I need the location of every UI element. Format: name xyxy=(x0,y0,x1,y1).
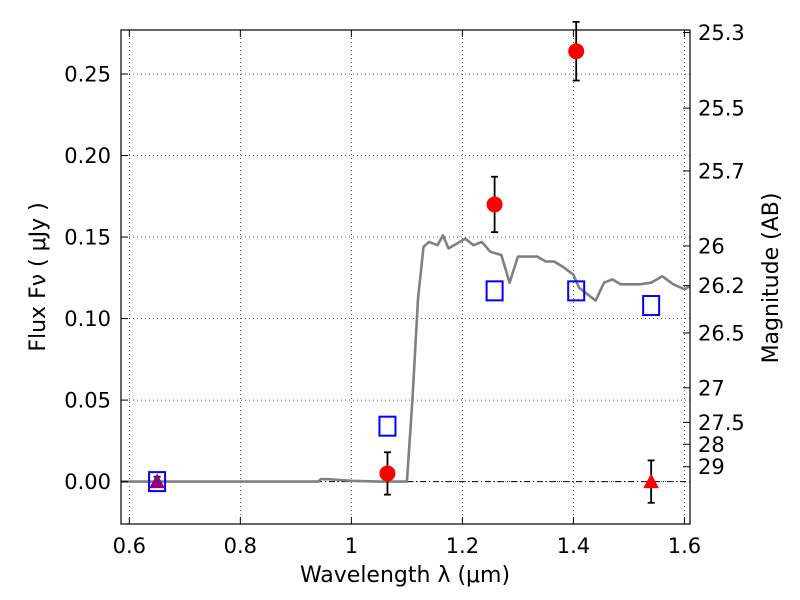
mag-tick-label: 25.3 xyxy=(698,21,745,45)
upper-limit-point xyxy=(149,473,165,489)
x-tick-label: 0.8 xyxy=(224,534,257,558)
y-axis-label: Flux Fν ( μJy ) xyxy=(26,202,51,351)
x-tick-label: 0.6 xyxy=(113,534,146,558)
mag-tick-label: 25.5 xyxy=(698,97,745,121)
model-photometry-point xyxy=(567,280,586,302)
y-axis-right-label: Magnitude (AB) xyxy=(759,193,784,364)
model-sed-line xyxy=(121,234,690,483)
mag-tick-label: 25.7 xyxy=(698,159,745,183)
y-tick-label: 0.25 xyxy=(64,63,111,87)
mag-tick-label: 28 xyxy=(698,433,725,457)
mag-tick-label: 26.5 xyxy=(698,321,745,345)
y-tick-label: 0.20 xyxy=(64,144,111,168)
y-tick-label: 0.05 xyxy=(64,389,111,413)
y-tick-label: 0.10 xyxy=(64,307,111,331)
y-tick-label: 0.00 xyxy=(64,470,111,494)
axes-ticks: 0.6 0.8 1 1.2 1.4 1.6 0.00 0.05 0.10 0.15 0.20 0.25… xyxy=(64,21,745,558)
mag-tick-label: 29 xyxy=(698,455,725,479)
x-tick-label: 1.2 xyxy=(446,534,479,558)
model-photometry-point xyxy=(378,415,397,437)
observed-flux-point xyxy=(379,465,396,482)
mag-tick-label: 26.2 xyxy=(698,274,745,298)
model-photometry-point xyxy=(642,295,661,317)
x-tick-label: 1 xyxy=(345,534,358,558)
mag-tick-label: 27 xyxy=(698,376,725,400)
grid xyxy=(121,30,690,524)
observed-flux-point xyxy=(568,43,585,60)
plot-frame xyxy=(120,29,691,525)
model-photometry-point xyxy=(485,280,504,302)
model-photometry-point xyxy=(148,471,167,493)
x-axis-label: Wavelength λ (μm) xyxy=(300,563,510,588)
upper-limit-point xyxy=(643,473,659,489)
observed-flux-point xyxy=(486,196,503,213)
mag-tick-label: 27.5 xyxy=(698,411,745,435)
x-tick-label: 1.4 xyxy=(557,534,590,558)
y-tick-label: 0.15 xyxy=(64,226,111,250)
x-tick-label: 1.6 xyxy=(668,534,701,558)
plot-area xyxy=(121,234,690,483)
mag-tick-label: 26 xyxy=(698,234,725,258)
markers xyxy=(148,20,661,504)
